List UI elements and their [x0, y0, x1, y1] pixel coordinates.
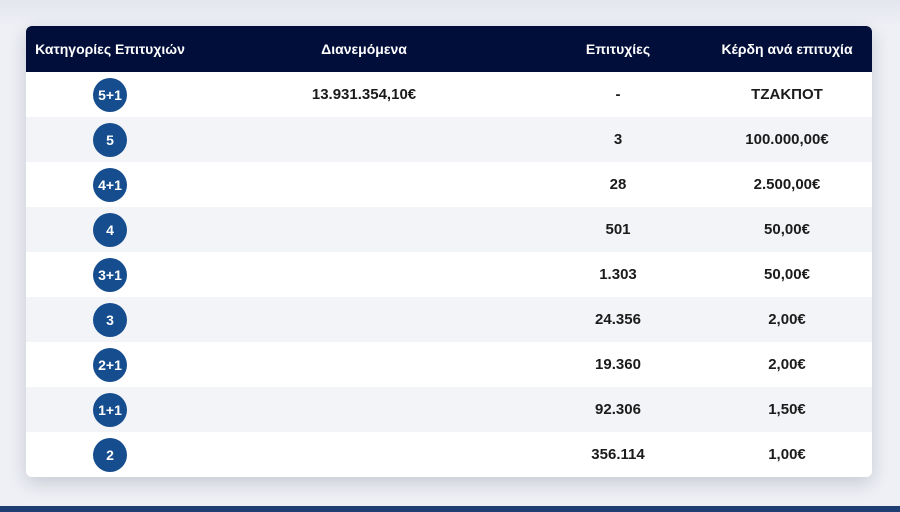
category-badge: 2	[93, 437, 127, 472]
distributed-cell	[194, 117, 534, 162]
category-badge: 3	[93, 302, 127, 337]
prize-cell: 1,50€	[768, 401, 806, 418]
table-row: 5 3 100.000,00€	[26, 117, 872, 162]
category-cell: 3	[26, 297, 194, 342]
winners-cell: 24.356	[595, 311, 641, 328]
results-table: Κατηγορίες Επιτυχιών Διανεμόμενα Επιτυχί…	[26, 26, 872, 477]
table-row: 5+1 13.931.354,10€ - ΤΖΑΚΠΟΤ	[26, 72, 872, 117]
header-category: Κατηγορίες Επιτυχιών	[35, 41, 185, 57]
winners-cell: 501	[605, 221, 631, 238]
header-winners: Επιτυχίες	[585, 41, 651, 57]
distributed-cell	[194, 342, 534, 387]
distributed-cell	[194, 387, 534, 432]
category-badge: 5	[93, 122, 127, 157]
table-row: 3 24.356 2,00€	[26, 297, 872, 342]
table-row: 4+1 28 2.500,00€	[26, 162, 872, 207]
prize-cell: 2.500,00€	[753, 176, 821, 193]
category-badge: 4	[93, 212, 127, 247]
winners-cell: 92.306	[595, 401, 641, 418]
distributed-cell	[194, 207, 534, 252]
table-row: 1+1 92.306 1,50€	[26, 387, 872, 432]
category-cell: 4	[26, 207, 194, 252]
prize-cell: 1,00€	[768, 446, 806, 463]
header-distributed: Διανεμόμενα	[321, 41, 407, 57]
prize-cell: ΤΖΑΚΠΟΤ	[751, 86, 823, 103]
distributed-cell	[194, 162, 534, 207]
category-cell: 3+1	[26, 252, 194, 297]
winners-cell: 1.303	[599, 266, 637, 283]
top-shade	[0, 0, 900, 26]
prize-cell: 50,00€	[764, 266, 810, 283]
distributed-cell	[194, 252, 534, 297]
table-row: 4 501 50,00€	[26, 207, 872, 252]
category-cell: 2+1	[26, 342, 194, 387]
distributed-cell	[194, 297, 534, 342]
winners-cell: 356.114	[591, 446, 645, 463]
category-badge: 2+1	[93, 347, 127, 382]
table-row: 2+1 19.360 2,00€	[26, 342, 872, 387]
prize-cell: 2,00€	[768, 311, 806, 328]
header-row: Κατηγορίες Επιτυχιών Διανεμόμενα Επιτυχί…	[26, 26, 872, 72]
bottom-accent-bar	[0, 506, 900, 512]
results-card: Κατηγορίες Επιτυχιών Διανεμόμενα Επιτυχί…	[26, 26, 872, 477]
category-badge: 3+1	[93, 257, 127, 292]
winners-cell: -	[615, 86, 621, 103]
distributed-cell	[194, 432, 534, 477]
table-header: Κατηγορίες Επιτυχιών Διανεμόμενα Επιτυχί…	[26, 26, 872, 72]
distributed-cell: 13.931.354,10€	[311, 86, 417, 103]
category-cell: 1+1	[26, 387, 194, 432]
category-badge: 5+1	[93, 77, 127, 112]
category-cell: 5	[26, 117, 194, 162]
table-row: 2 356.114 1,00€	[26, 432, 872, 477]
winners-cell: 3	[613, 131, 623, 148]
category-cell: 5+1	[26, 72, 194, 117]
category-badge: 1+1	[93, 392, 127, 427]
table-row: 3+1 1.303 50,00€	[26, 252, 872, 297]
winners-cell: 28	[609, 176, 627, 193]
category-cell: 2	[26, 432, 194, 477]
winners-cell: 19.360	[595, 356, 641, 373]
prize-cell: 50,00€	[764, 221, 810, 238]
prize-cell: 2,00€	[768, 356, 806, 373]
prize-cell: 100.000,00€	[745, 131, 829, 148]
category-cell: 4+1	[26, 162, 194, 207]
category-badge: 4+1	[93, 167, 127, 202]
table-body: 5+1 13.931.354,10€ - ΤΖΑΚΠΟΤ 5 3 100.000…	[26, 72, 872, 477]
header-prize: Κέρδη ανά επιτυχία	[721, 41, 853, 57]
